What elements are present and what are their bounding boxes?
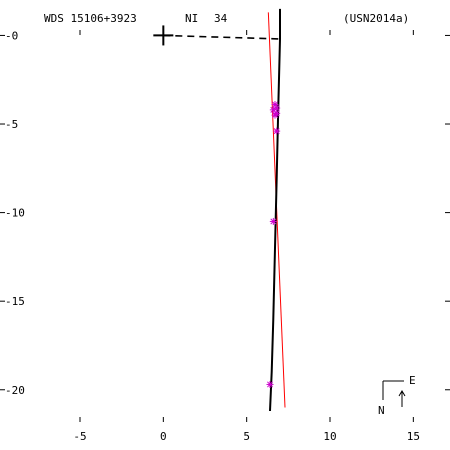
system-label: WDS 15106+3923: [44, 12, 137, 25]
x-tick-label: 10: [323, 430, 336, 443]
compass: E N: [378, 374, 416, 417]
y-tick-label: -15: [5, 295, 25, 308]
compass-north-label: N: [378, 404, 385, 417]
y-tick-label: -5: [5, 118, 18, 131]
y-tick-label: -10: [5, 207, 25, 220]
plot-series: [153, 8, 286, 412]
count-label: 34: [214, 12, 228, 25]
x-tick-label: -5: [73, 430, 86, 443]
node-line: [163, 34, 281, 40]
compass-east-label: E: [409, 374, 416, 387]
orbit-track: [269, 8, 281, 412]
axes: -5 0 5 10 15 -0 -5 -10 -15 -20: [0, 29, 450, 443]
reference-label: (USN2014a): [343, 12, 409, 25]
y-tick-label: -20: [5, 384, 25, 397]
measurement-point: [273, 127, 281, 135]
measurement-stroke-d2: [272, 101, 278, 108]
code-label: NI: [185, 12, 198, 25]
x-tick-label: 15: [407, 430, 420, 443]
measurement-stroke-d2: [267, 381, 273, 388]
measurement-stroke-d2: [273, 128, 280, 135]
x-tick-label: 0: [160, 430, 167, 443]
motion-arrow-head: [398, 390, 406, 397]
measurement-stroke-d2: [270, 218, 277, 225]
y-tick-label: -0: [5, 29, 18, 42]
measurement-point: [269, 217, 277, 225]
measurement-stroke-d2: [272, 112, 278, 119]
measurement-point: [269, 106, 277, 114]
measurement-point: [271, 111, 279, 119]
x-tick-label: 5: [243, 430, 250, 443]
primary-star-marker: [153, 25, 174, 46]
measurement-point: [266, 380, 274, 388]
measurement-stroke-d2: [270, 106, 277, 113]
